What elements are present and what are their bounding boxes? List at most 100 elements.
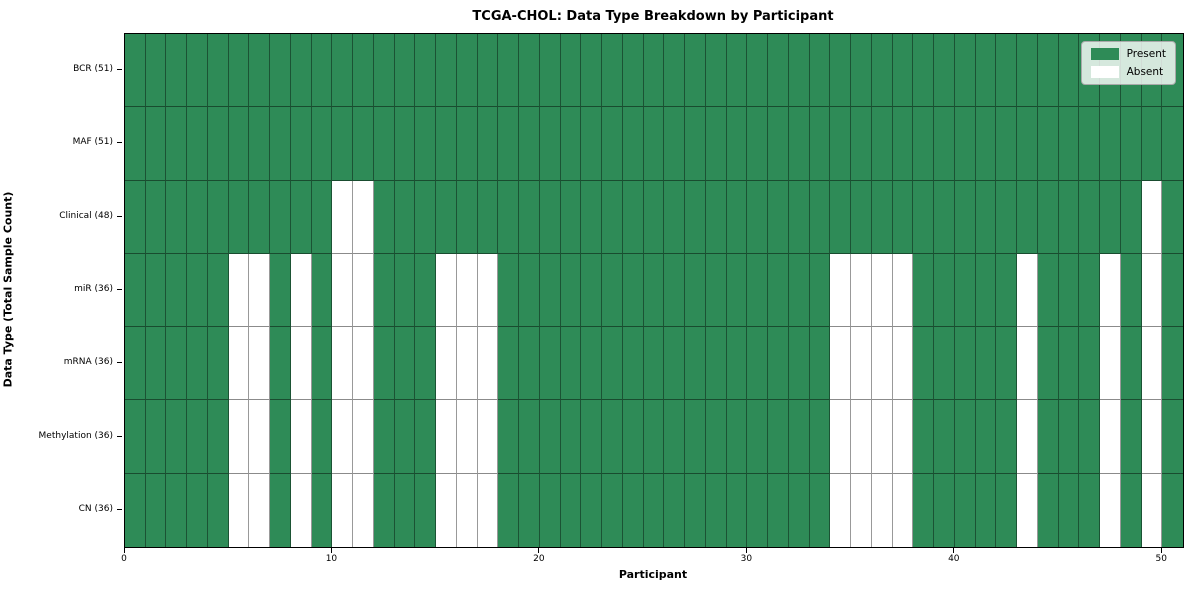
heatmap-cell xyxy=(726,253,748,328)
heatmap-cell xyxy=(1141,473,1163,547)
heatmap-cell xyxy=(685,400,706,474)
heatmap-cell xyxy=(311,473,333,547)
heatmap-cell xyxy=(1058,180,1080,254)
heatmap-cell xyxy=(1079,253,1101,328)
heatmap-cell xyxy=(290,34,312,108)
heatmap-cell xyxy=(145,400,167,474)
heatmap-cell xyxy=(975,253,997,328)
heatmap-cell xyxy=(602,107,623,181)
heatmap-cell xyxy=(809,180,831,254)
heatmap-cell xyxy=(726,34,748,108)
heatmap-cell xyxy=(1017,473,1038,547)
heatmap-cell xyxy=(1162,473,1183,547)
heatmap-cell xyxy=(996,107,1018,181)
heatmap-cell xyxy=(456,253,478,328)
heatmap-cell xyxy=(1100,180,1121,254)
heatmap-cell xyxy=(249,253,271,328)
heatmap-cell xyxy=(187,327,208,401)
heatmap-cell xyxy=(643,400,665,474)
heatmap-cell xyxy=(519,180,540,254)
heatmap-cell xyxy=(498,473,520,547)
legend-swatch xyxy=(1090,48,1119,60)
heatmap-cell xyxy=(373,253,395,328)
heatmap-cell xyxy=(311,327,333,401)
heatmap-cell xyxy=(892,327,914,401)
heatmap-cell xyxy=(913,327,935,401)
heatmap-cell xyxy=(456,180,478,254)
heatmap-cell xyxy=(353,107,374,181)
heatmap-cell xyxy=(685,34,706,108)
heatmap-cell xyxy=(830,34,852,108)
heatmap-cell xyxy=(560,180,582,254)
heatmap-cell xyxy=(871,253,893,328)
heatmap-cell xyxy=(415,253,437,328)
heatmap-cell xyxy=(954,473,976,547)
heatmap-cell xyxy=(539,107,561,181)
heatmap-cell xyxy=(747,34,769,108)
heatmap-cell xyxy=(622,400,644,474)
heatmap-cell xyxy=(498,400,520,474)
heatmap-cell xyxy=(539,34,561,108)
heatmap-cell xyxy=(332,253,354,328)
heatmap-cell xyxy=(1100,327,1121,401)
heatmap-cell xyxy=(166,327,188,401)
heatmap-cell xyxy=(934,107,955,181)
heatmap-cell xyxy=(1141,253,1163,328)
heatmap-cell xyxy=(394,34,416,108)
heatmap-cell xyxy=(311,253,333,328)
heatmap-cell xyxy=(145,34,167,108)
chart-title: TCGA-CHOL: Data Type Breakdown by Partic… xyxy=(472,9,834,24)
heatmap-cell xyxy=(270,327,291,401)
heatmap-cell xyxy=(830,107,852,181)
heatmap-cell xyxy=(871,34,893,108)
heatmap-cell xyxy=(332,34,354,108)
heatmap-cell xyxy=(975,34,997,108)
heatmap-cell xyxy=(415,180,437,254)
heatmap-cell xyxy=(228,400,250,474)
heatmap-cell xyxy=(602,34,623,108)
heatmap-cell xyxy=(125,107,146,181)
heatmap-cell xyxy=(1120,473,1142,547)
heatmap-cell xyxy=(685,107,706,181)
heatmap-cell xyxy=(1162,400,1183,474)
heatmap-cell xyxy=(539,473,561,547)
heatmap-cell xyxy=(830,327,852,401)
heatmap-cell xyxy=(1162,327,1183,401)
heatmap-grid xyxy=(125,34,1183,547)
heatmap-cell xyxy=(892,180,914,254)
heatmap-cell xyxy=(664,327,686,401)
heatmap-cell xyxy=(560,400,582,474)
x-tick-label: 50 xyxy=(1155,554,1167,564)
heatmap-cell xyxy=(394,107,416,181)
heatmap-cell xyxy=(1037,473,1059,547)
heatmap-cell xyxy=(228,107,250,181)
heatmap-cell xyxy=(747,180,769,254)
x-axis: 0 10 20 30 40 50 xyxy=(121,546,1182,568)
heatmap-cell xyxy=(664,253,686,328)
heatmap-cell xyxy=(456,400,478,474)
heatmap-cell xyxy=(664,34,686,108)
heatmap-cell xyxy=(705,253,727,328)
heatmap-cell xyxy=(207,253,229,328)
heatmap-cell xyxy=(145,107,167,181)
heatmap-cell xyxy=(539,180,561,254)
heatmap-cell xyxy=(788,473,810,547)
x-tick-mark xyxy=(123,547,125,553)
heatmap-cell xyxy=(477,400,499,474)
heatmap-cell xyxy=(353,34,374,108)
heatmap-cell xyxy=(622,473,644,547)
heatmap-cell xyxy=(643,473,665,547)
heatmap-cell xyxy=(1141,400,1163,474)
heatmap-cell xyxy=(373,400,395,474)
heatmap-cell xyxy=(187,253,208,328)
heatmap-cell xyxy=(187,34,208,108)
heatmap-cell xyxy=(1162,107,1183,181)
heatmap-cell xyxy=(1017,253,1038,328)
heatmap-cell xyxy=(1058,400,1080,474)
x-tick-mark xyxy=(538,547,540,553)
heatmap-cell xyxy=(913,180,935,254)
heatmap-cell xyxy=(747,327,769,401)
heatmap-cell xyxy=(145,327,167,401)
heatmap-cell xyxy=(996,400,1018,474)
